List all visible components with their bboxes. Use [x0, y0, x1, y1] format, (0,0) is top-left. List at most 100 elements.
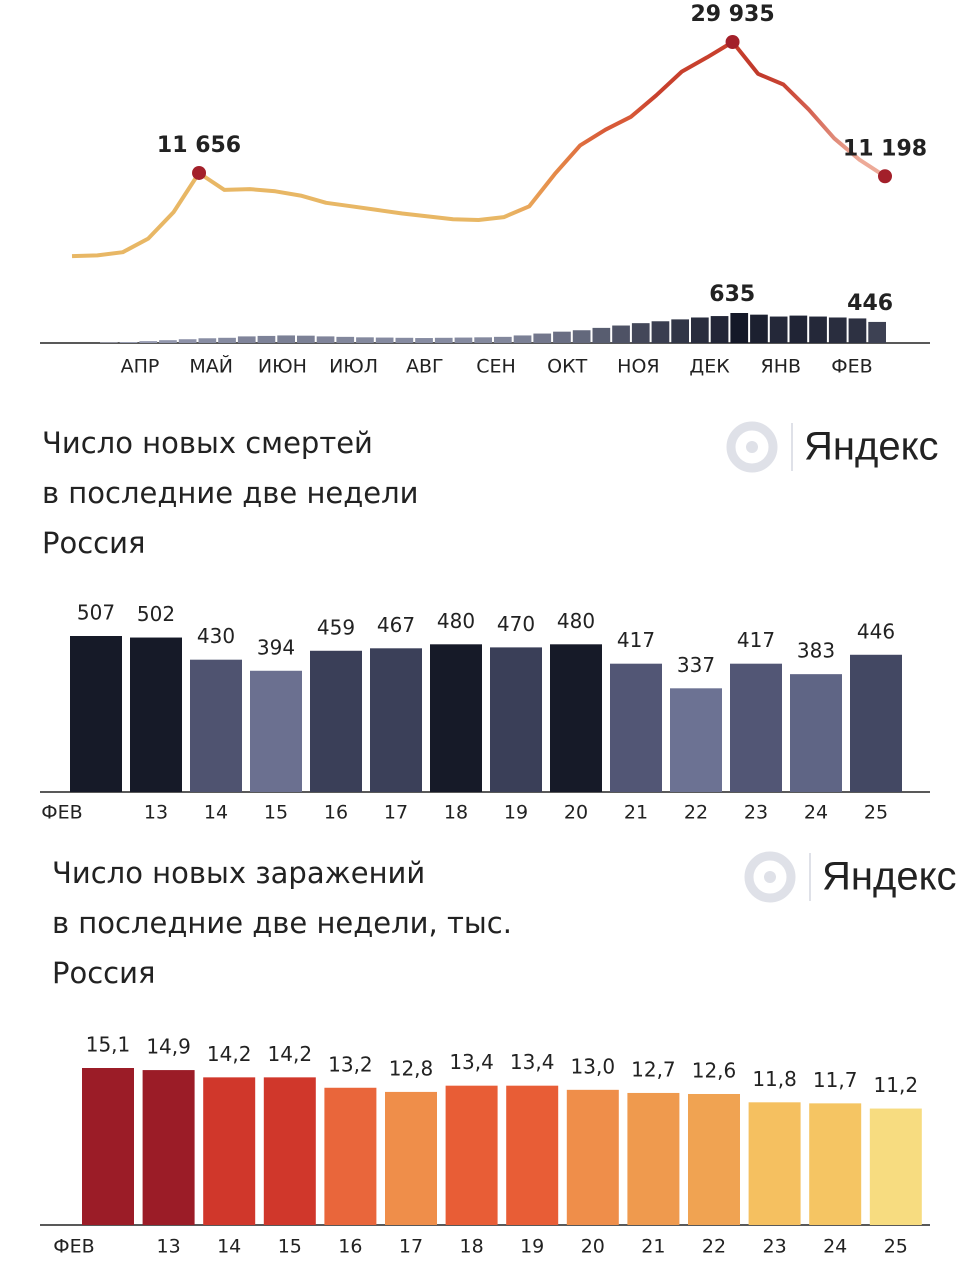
bar	[190, 659, 242, 792]
month-label: АВГ	[406, 356, 444, 378]
bar	[869, 1108, 922, 1225]
month-label: НОЯ	[617, 356, 659, 378]
x-tick-label: 13	[157, 1236, 181, 1258]
bar	[688, 1093, 740, 1225]
bar	[310, 650, 362, 792]
bar	[70, 636, 122, 792]
month-label: ЯНВ	[761, 356, 802, 378]
bar	[82, 1068, 134, 1225]
death-bar	[297, 335, 315, 343]
chart-title: Число новых заражений	[52, 856, 425, 890]
peak-marker	[878, 169, 892, 184]
value-label: 12,7	[631, 1057, 676, 1081]
chart-title: в последние две недели	[42, 476, 419, 510]
month-label: СЕН	[476, 356, 516, 378]
bar	[130, 637, 182, 792]
value-label: 11,7	[813, 1068, 858, 1092]
value-label: 15,1	[86, 1033, 131, 1057]
x-tick-label: 24	[804, 802, 828, 824]
x-tick-label: 21	[624, 802, 648, 824]
x-tick-label: 22	[684, 802, 708, 824]
x-tick-label: 17	[399, 1236, 423, 1258]
chart-title: Число новых смертей	[42, 426, 373, 460]
death-bar	[494, 336, 512, 343]
value-label: 467	[377, 613, 415, 637]
death-bar	[651, 321, 670, 343]
x-tick-label: 13	[144, 802, 168, 824]
chart-subtitle: Россия	[42, 526, 145, 560]
value-label: 480	[437, 609, 475, 633]
death-bar	[572, 330, 591, 343]
death-bar	[828, 317, 847, 343]
peak-marker	[725, 35, 740, 49]
month-label: АПР	[121, 356, 160, 378]
value-label: 383	[797, 639, 835, 663]
bar	[430, 644, 482, 792]
death-bar	[139, 341, 158, 343]
value-label: 417	[737, 628, 775, 652]
x-tick-label: 15	[278, 1236, 302, 1258]
death-bar	[178, 339, 197, 343]
bar	[850, 654, 902, 792]
death-bar	[809, 316, 827, 343]
value-label: 29 935	[690, 2, 774, 27]
bar	[250, 670, 302, 792]
x-tick-label: 23	[763, 1236, 787, 1258]
death-bar	[356, 337, 374, 343]
chart-subtitle: Россия	[52, 956, 155, 990]
death-bar	[237, 336, 256, 343]
death-bar	[750, 314, 768, 343]
value-label: 12,6	[692, 1058, 737, 1082]
bar	[370, 648, 422, 792]
value-label: 13,4	[449, 1050, 494, 1074]
death-bar	[612, 325, 630, 343]
death-bar	[553, 331, 571, 343]
watermark: Яндекс	[804, 425, 939, 469]
bar	[550, 644, 602, 792]
value-label: 446	[847, 291, 893, 316]
value-label: 13,0	[571, 1054, 616, 1078]
x-tick-label: 15	[264, 802, 288, 824]
logo-dot	[764, 871, 776, 883]
death-bar	[257, 335, 276, 343]
death-bar	[415, 338, 433, 343]
bar	[670, 688, 722, 792]
value-label: 394	[257, 635, 295, 659]
x-tick-label: 18	[460, 1236, 484, 1258]
value-label: 12,8	[389, 1056, 434, 1080]
death-bar	[434, 337, 453, 343]
x-tick-label: 18	[444, 802, 468, 824]
bar	[324, 1087, 377, 1225]
value-label: 13,2	[328, 1052, 373, 1076]
death-bar	[454, 337, 473, 343]
x-tick-label: 25	[864, 802, 888, 824]
value-label: 14,2	[207, 1042, 252, 1066]
x-tick-label: 14	[204, 802, 228, 824]
death-bar	[671, 319, 689, 343]
death-bar	[730, 313, 749, 343]
month-label: ДЕК	[689, 356, 730, 378]
bar	[203, 1077, 256, 1225]
death-bar	[868, 321, 886, 343]
value-label: 446	[857, 619, 895, 643]
value-label: 11,2	[874, 1073, 919, 1097]
x-tick-label: 22	[702, 1236, 726, 1258]
value-label: 635	[709, 282, 755, 307]
death-bar	[198, 338, 217, 343]
death-bar	[336, 336, 355, 343]
value-label: 337	[677, 653, 715, 677]
death-bar	[375, 337, 394, 343]
x-tick-label: 19	[520, 1236, 544, 1258]
x-tick-label: 21	[641, 1236, 665, 1258]
value-label: 11,8	[752, 1067, 797, 1091]
month-label: МАЙ	[189, 355, 233, 378]
value-label: 417	[617, 628, 655, 652]
x-tick-label: ФЕВ	[53, 1236, 94, 1258]
x-tick-label: 16	[338, 1236, 362, 1258]
cases-line	[71, 40, 887, 259]
death-bar	[533, 333, 552, 343]
month-label: ОКТ	[547, 356, 587, 378]
death-bar	[769, 316, 788, 343]
death-bar	[119, 342, 138, 343]
